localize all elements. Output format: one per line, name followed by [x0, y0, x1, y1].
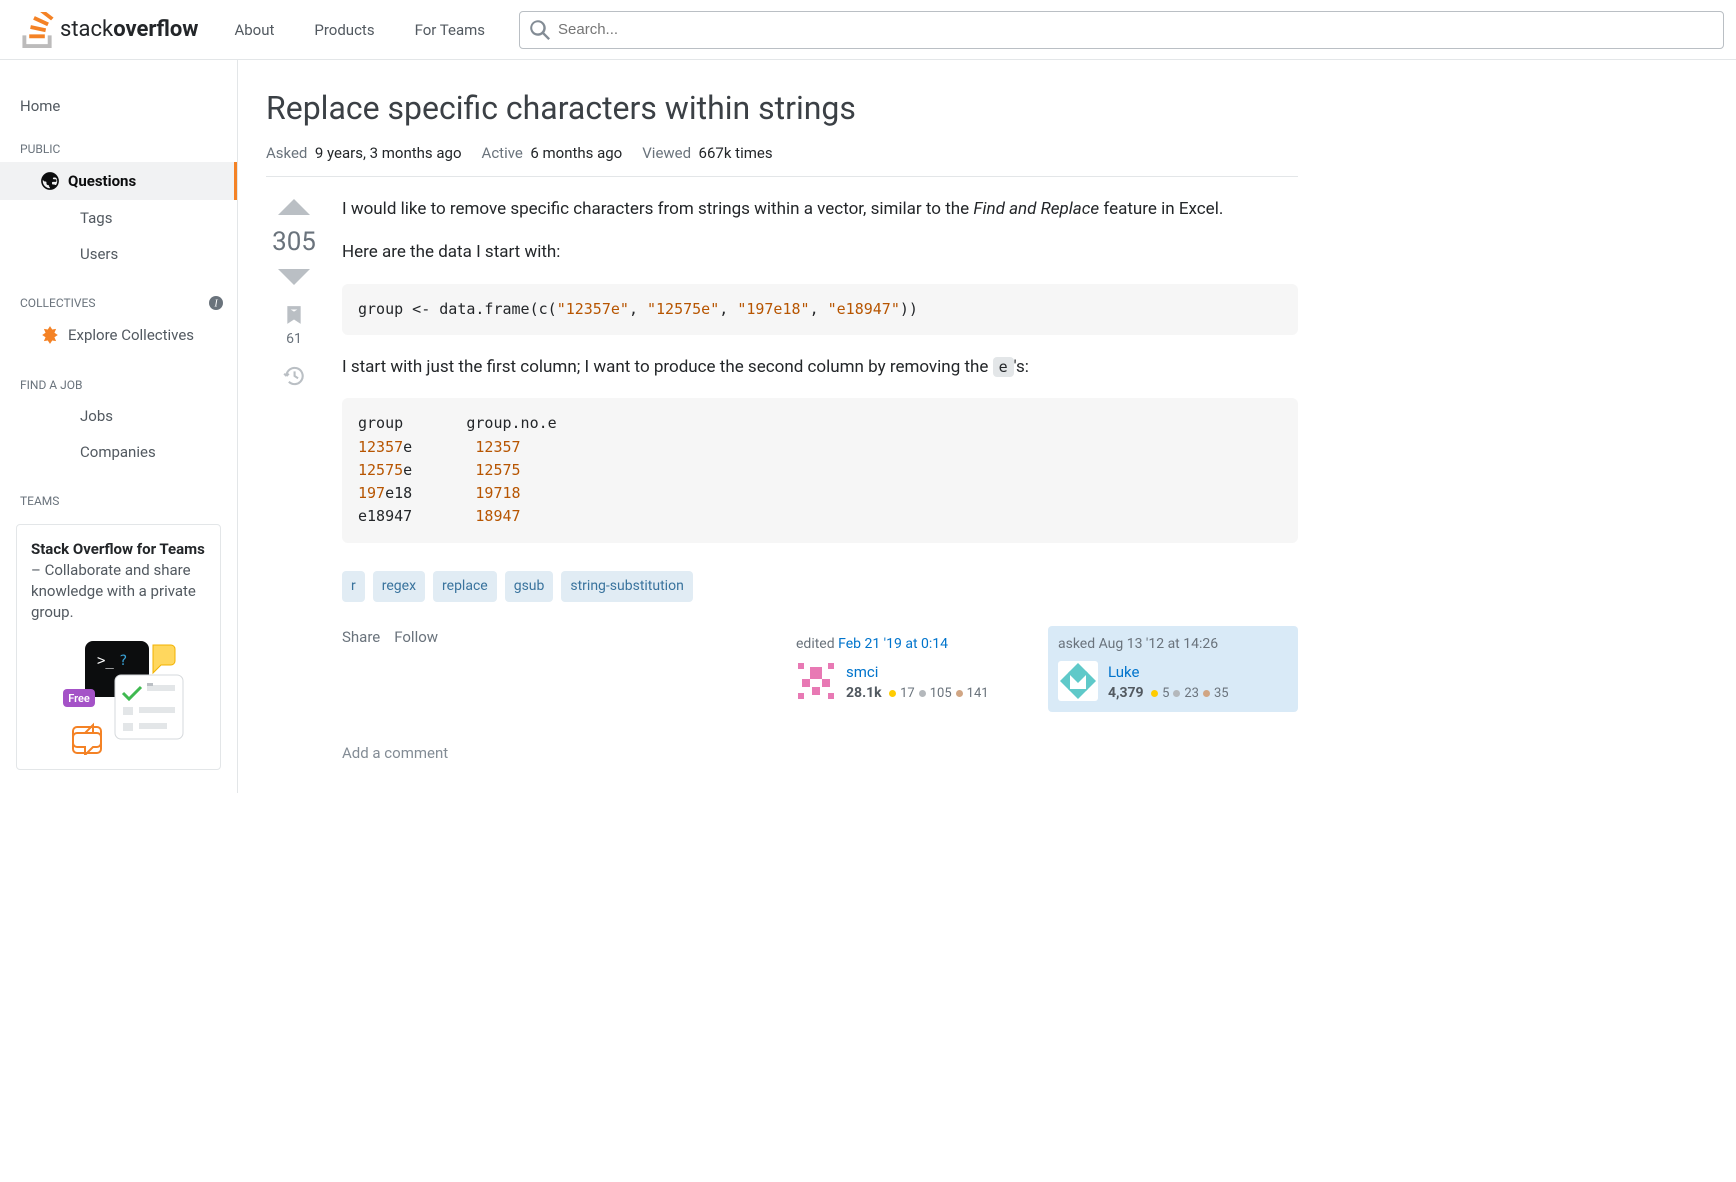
asker-rep: 4,379 — [1108, 685, 1144, 701]
asked-when: asked Aug 13 '12 at 14:26 — [1058, 634, 1288, 655]
add-comment-button[interactable]: Add a comment — [342, 742, 1298, 765]
sidebar-item-collectives[interactable]: Explore Collectives — [0, 316, 237, 354]
teams-card: Stack Overflow for Teams – Collaborate a… — [16, 524, 221, 770]
sidebar-header-teams: TEAMS — [0, 470, 237, 514]
tag-string-substitution[interactable]: string-substitution — [561, 571, 692, 602]
sidebar-item-tags[interactable]: Tags — [0, 200, 237, 236]
sidebar-questions-label: Questions — [68, 172, 136, 190]
tag-replace[interactable]: replace — [433, 571, 497, 602]
teams-card-title: Stack Overflow for Teams — [31, 540, 205, 558]
globe-icon — [40, 171, 60, 191]
post-actions: Share Follow — [342, 626, 438, 649]
svg-text:i: i — [213, 299, 218, 310]
sidebar-item-companies[interactable]: Companies — [0, 434, 237, 470]
editor-rep: 28.1k — [846, 685, 882, 701]
sidebar-item-home[interactable]: Home — [0, 88, 237, 124]
downvote-icon[interactable] — [274, 267, 314, 287]
edit-timestamp-link[interactable]: Feb 21 '19 at 0:14 — [838, 636, 948, 652]
asked-value: 9 years, 3 months ago — [315, 144, 462, 162]
post-body: I would like to remove specific characte… — [342, 197, 1298, 765]
sidebar: Home PUBLIC Questions Tags Users COLLECT… — [0, 60, 238, 793]
bookmark-icon[interactable] — [284, 303, 304, 327]
editor-badges: 17 105 141 — [889, 684, 988, 704]
teams-illustration: >_ ? Free — [31, 635, 206, 755]
nav-for-teams[interactable]: For Teams — [401, 13, 499, 47]
search-input[interactable] — [558, 21, 1713, 38]
nav-products[interactable]: Products — [300, 13, 388, 47]
info-icon[interactable]: i — [209, 296, 223, 310]
header: stackoverflow About Products For Teams — [0, 0, 1736, 60]
viewed-value: 667k times — [699, 144, 773, 162]
history-icon[interactable] — [283, 365, 305, 387]
body-p1: I would like to remove specific characte… — [342, 197, 1298, 223]
follow-button[interactable]: Follow — [394, 626, 438, 649]
search-wrap — [519, 11, 1724, 49]
active-value: 6 months ago — [530, 144, 622, 162]
sidebar-collectives-label: Explore Collectives — [68, 326, 194, 344]
editor-card: edited Feb 21 '19 at 0:14 smci 28.1k 17 … — [786, 626, 1036, 713]
search-icon — [530, 20, 550, 40]
svg-text:>_: >_ — [97, 653, 114, 669]
user-cards: edited Feb 21 '19 at 0:14 smci 28.1k 17 … — [786, 626, 1298, 713]
tag-regex[interactable]: regex — [373, 571, 425, 602]
asker-badges: 5 23 35 — [1151, 684, 1229, 704]
sidebar-header-collectives: COLLECTIVES i — [0, 272, 237, 316]
nav-about[interactable]: About — [220, 13, 288, 47]
main: Replace specific characters within strin… — [238, 60, 1298, 793]
tag-list: r regex replace gsub string-substitution — [342, 571, 1298, 602]
question-post: 305 61 I would like to remove specific c… — [266, 197, 1298, 765]
logo[interactable]: stackoverflow — [12, 12, 208, 48]
editor-name[interactable]: smci — [846, 661, 989, 684]
vote-column: 305 61 — [266, 197, 322, 765]
asker-card: asked Aug 13 '12 at 14:26 Luke 4,379 5 2… — [1048, 626, 1298, 713]
tag-r[interactable]: r — [342, 571, 365, 602]
teams-card-desc: – Collaborate and share knowledge with a… — [31, 561, 196, 621]
stackoverflow-icon — [22, 12, 54, 48]
question-meta: Asked 9 years, 3 months ago Active 6 mon… — [266, 144, 1298, 177]
asker-name[interactable]: Luke — [1108, 661, 1229, 684]
sidebar-item-users[interactable]: Users — [0, 236, 237, 272]
sidebar-item-questions[interactable]: Questions — [0, 162, 237, 200]
upvote-icon[interactable] — [274, 197, 314, 217]
svg-text:Free: Free — [68, 692, 90, 705]
body-p3: I start with just the first column; I wa… — [342, 355, 1298, 381]
sidebar-header-findjob: FIND A JOB — [0, 354, 237, 398]
edited-when: edited Feb 21 '19 at 0:14 — [796, 634, 1026, 655]
avatar[interactable] — [796, 661, 836, 701]
body-p2: Here are the data I start with: — [342, 240, 1298, 266]
active-label: Active — [482, 144, 523, 162]
viewed-label: Viewed — [642, 144, 691, 162]
question-title: Replace specific characters within strin… — [266, 88, 1298, 130]
bookmark-count: 61 — [286, 331, 302, 347]
code-block-1: group <- data.frame(c("12357e", "12575e"… — [342, 284, 1298, 335]
avatar[interactable] — [1058, 661, 1098, 701]
svg-text:?: ? — [119, 653, 127, 669]
code-block-2: group group.no.e 12357e 12357 12575e 125… — [342, 398, 1298, 542]
vote-score: 305 — [272, 227, 316, 257]
sidebar-item-jobs[interactable]: Jobs — [0, 398, 237, 434]
sidebar-header-public: PUBLIC — [0, 124, 237, 162]
share-button[interactable]: Share — [342, 626, 380, 649]
post-footer: Share Follow edited Feb 21 '19 at 0:14 s… — [342, 626, 1298, 713]
star-burst-icon — [40, 325, 60, 345]
tag-gsub[interactable]: gsub — [505, 571, 554, 602]
asked-label: Asked — [266, 144, 307, 162]
logo-text: stackoverflow — [60, 17, 198, 42]
